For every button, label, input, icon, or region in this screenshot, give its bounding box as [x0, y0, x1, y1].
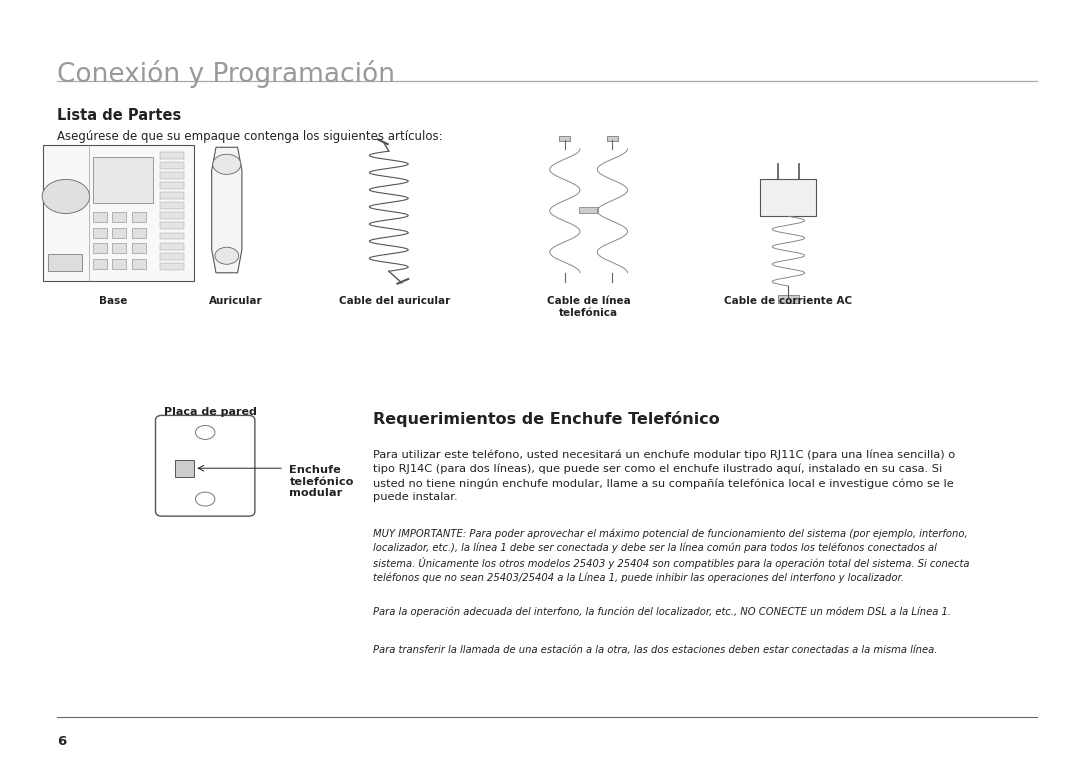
Bar: [160, 263, 184, 270]
Bar: [160, 212, 184, 219]
Text: Cable de corriente AC: Cable de corriente AC: [725, 296, 852, 306]
Circle shape: [215, 247, 239, 264]
Text: Lista de Partes: Lista de Partes: [57, 109, 181, 123]
Bar: [160, 152, 184, 159]
Bar: [132, 212, 146, 222]
Bar: [112, 212, 126, 222]
Text: Base: Base: [99, 296, 127, 306]
Text: Requerimientos de Enchufe Telefónico: Requerimientos de Enchufe Telefónico: [373, 411, 719, 427]
Bar: [112, 259, 126, 269]
Text: Para la operación adecuada del interfono, la función del localizador, etc., NO C: Para la operación adecuada del interfono…: [373, 606, 950, 617]
Bar: [132, 228, 146, 238]
Bar: [132, 259, 146, 269]
Text: MUY IMPORTANTE: Para poder aprovechar el máximo potencial de funcionamiento del : MUY IMPORTANTE: Para poder aprovechar el…: [373, 529, 969, 583]
Circle shape: [195, 425, 215, 439]
Bar: [175, 460, 194, 477]
Bar: [579, 207, 598, 213]
Bar: [132, 243, 146, 253]
Text: Cable del auricular: Cable del auricular: [338, 296, 450, 306]
Text: Placa de pared: Placa de pared: [164, 407, 257, 417]
Bar: [160, 243, 184, 250]
Circle shape: [195, 492, 215, 506]
Circle shape: [42, 180, 90, 213]
Text: Asegúrese de que su empaque contenga los siguientes artículos:: Asegúrese de que su empaque contenga los…: [57, 130, 443, 143]
Text: Para utilizar este teléfono, usted necesitará un enchufe modular tipo RJ11C (par: Para utilizar este teléfono, usted neces…: [373, 449, 955, 502]
Bar: [93, 243, 107, 253]
Bar: [48, 254, 82, 271]
Bar: [778, 295, 799, 303]
Text: Enchufe
telefónico
modular: Enchufe telefónico modular: [289, 465, 354, 498]
Bar: [93, 157, 153, 203]
Bar: [93, 259, 107, 269]
Text: Auricular: Auricular: [208, 296, 262, 306]
Bar: [760, 179, 816, 216]
Bar: [112, 243, 126, 253]
Text: Cable de línea
telefónica: Cable de línea telefónica: [546, 296, 631, 318]
Text: Conexión y Programación: Conexión y Programación: [57, 60, 395, 88]
FancyBboxPatch shape: [156, 415, 255, 516]
Bar: [93, 228, 107, 238]
Bar: [43, 145, 194, 281]
Polygon shape: [212, 147, 242, 273]
Circle shape: [213, 154, 241, 174]
Bar: [160, 172, 184, 179]
Bar: [160, 232, 184, 239]
Bar: [160, 253, 184, 260]
Bar: [559, 136, 570, 141]
Bar: [112, 228, 126, 238]
Bar: [607, 136, 618, 141]
Text: 6: 6: [57, 735, 67, 748]
Bar: [160, 202, 184, 209]
Bar: [160, 182, 184, 189]
Bar: [160, 192, 184, 199]
Bar: [160, 222, 184, 229]
Bar: [93, 212, 107, 222]
Bar: [160, 162, 184, 169]
Text: Para transferir la llamada de una estación a la otra, las dos estaciones deben e: Para transferir la llamada de una estaci…: [373, 645, 937, 655]
